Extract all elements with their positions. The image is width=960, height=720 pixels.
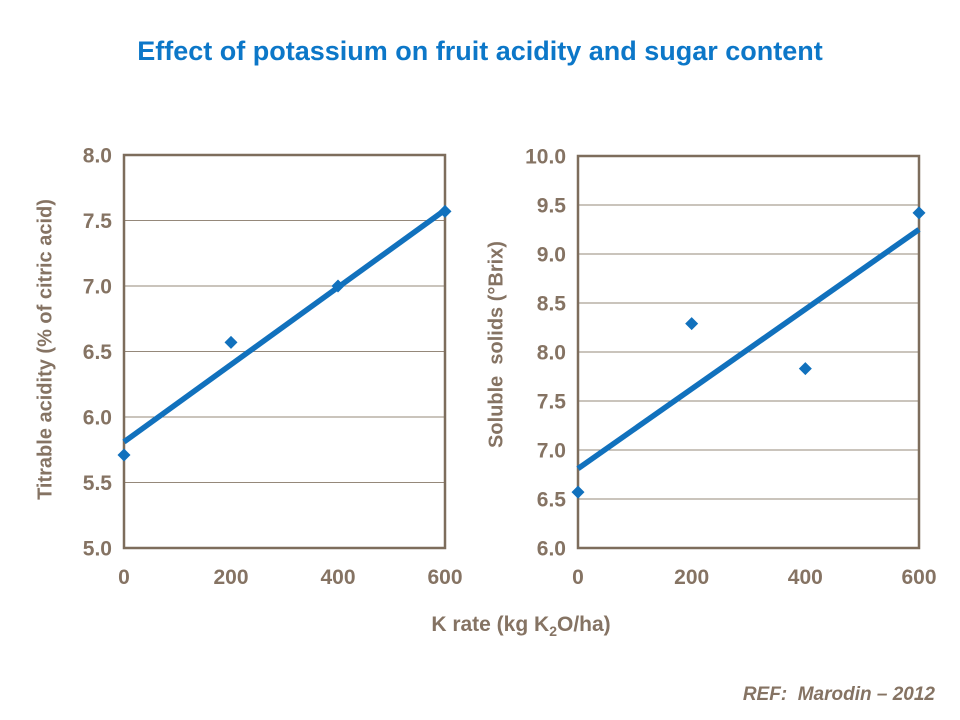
x-axis-label: K rate (kg K2O/ha): [321, 613, 721, 639]
y-tick-label: 8.5: [537, 293, 567, 316]
y-tick-label: 8.0: [83, 145, 112, 168]
data-point-marker: [571, 485, 585, 499]
y-tick-label: 6.5: [83, 341, 113, 364]
left-chart-y-axis-label: Titrable acidity (% of citric acid): [34, 199, 57, 500]
data-point-marker: [331, 279, 345, 293]
chart-titrable-acidity: 8.0 7.5 7.0 6.5 6.0 5.5 5.0 0 200 400 600: [83, 145, 463, 590]
x-tick-label: 600: [427, 566, 462, 589]
y-tick-label: 6.5: [537, 489, 567, 512]
x-tick-label: 200: [674, 566, 709, 589]
y-tick-label: 7.5: [537, 391, 567, 414]
y-tick-label: 7.0: [537, 440, 566, 463]
x-tick-label: 0: [118, 566, 130, 589]
y-tick-label: 7.0: [83, 276, 112, 299]
x-axis-label-pre: K rate (kg K: [431, 613, 550, 636]
chart-soluble-solids: 10.0 9.5 9.0 8.5 8.0 7.5 7.0 6.5 6.0 0 200 400 600: [525, 146, 936, 590]
data-point-marker: [224, 335, 238, 349]
x-tick-label: 200: [213, 566, 248, 589]
slide-title: Effect of potassium on fruit acidity and…: [137, 36, 823, 66]
x-tick-label: 400: [320, 566, 355, 589]
y-tick-label: 6.0: [537, 538, 566, 561]
x-tick-label: 0: [572, 566, 584, 589]
data-point-marker: [438, 204, 452, 218]
data-point-marker: [912, 206, 926, 220]
x-axis-label-subscript: 2: [549, 623, 557, 639]
y-tick-label: 5.5: [83, 472, 113, 495]
x-axis-label-post: O/ha): [556, 613, 611, 636]
y-tick-label: 5.0: [83, 538, 112, 561]
data-point-marker: [798, 362, 812, 376]
trend-line: [122, 207, 447, 445]
y-tick-label: 9.0: [537, 244, 566, 267]
trend-line: [576, 227, 921, 471]
plot-border: [576, 154, 921, 550]
data-point-marker: [685, 317, 699, 331]
data-point-marker: [117, 448, 131, 462]
y-tick-label: 8.0: [537, 342, 566, 365]
y-tick-label: 10.0: [525, 146, 566, 169]
x-tick-label: 600: [901, 566, 936, 589]
y-tick-label: 6.0: [83, 407, 112, 430]
plot-border: [122, 153, 447, 550]
right-chart-y-axis-label: Soluble solids (°Brix): [485, 241, 508, 448]
y-tick-label: 9.5: [537, 195, 567, 218]
x-tick-label: 400: [788, 566, 823, 589]
reference-note: REF: Marodin – 2012: [742, 684, 935, 705]
y-tick-label: 7.5: [83, 210, 113, 233]
